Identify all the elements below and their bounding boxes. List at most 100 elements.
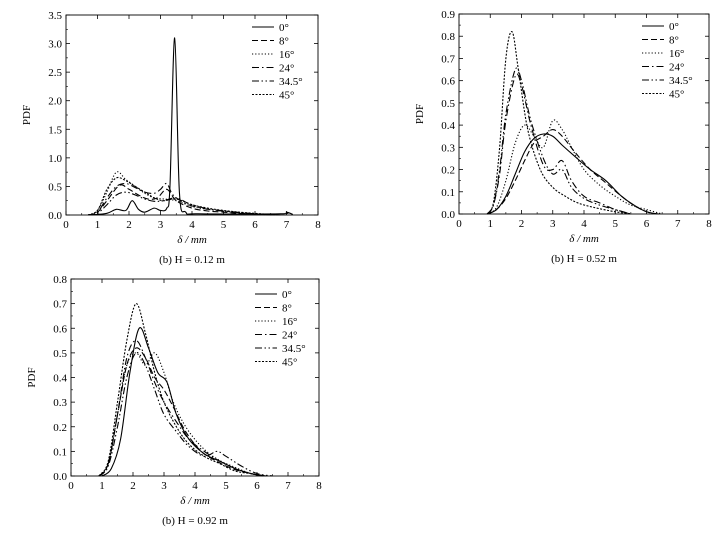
x-tick-label: 1: [99, 480, 105, 492]
y-axis-label: PDF: [21, 105, 33, 125]
chart-panel-3: 0 1 2 3 4 5 6 7 8 0.0 0.1 0.2 0.3 0.4 0.5 0.6 0.7 0.8 δ / …: [26, 274, 322, 527]
y-tick-label: 0.6: [53, 323, 67, 335]
series-line-2: [87, 184, 281, 216]
y-tick-label: 0.9: [441, 9, 455, 21]
legend-label: 45°: [282, 357, 297, 369]
panel-caption: (b) H = 0.12 m: [159, 254, 225, 266]
x-axis-label: δ / mm: [569, 233, 599, 245]
legend-label: 16°: [279, 49, 294, 61]
y-tick-label: 0.5: [441, 98, 455, 110]
chart-panel-1: 0 1 2 3 4 5 6 7 8 0.0 0.5 1.0 1.5 2.0 2.5 3.0 3.5 δ / mm P…: [21, 10, 321, 266]
legend: 0° 8°16° 24°34.5° 45°: [255, 289, 306, 369]
x-tick-label: 2: [130, 480, 136, 492]
series-line-1: [486, 133, 660, 215]
x-tick-label: 3: [161, 480, 167, 492]
series-line-3: [98, 352, 267, 477]
x-tick-label: 5: [613, 218, 619, 230]
y-tick-label: 0.5: [48, 181, 62, 193]
y-tick-label: 0.8: [441, 31, 455, 43]
y-tick-label: 0.3: [53, 397, 67, 409]
series-line-6: [87, 176, 281, 216]
x-tick-label: 7: [675, 218, 681, 230]
series-line-6: [98, 303, 264, 477]
y-tick-label: 0.2: [53, 422, 67, 434]
series-line-6: [486, 31, 631, 215]
y-tick-label: 0.7: [441, 53, 455, 65]
y-tick-label: 0.1: [441, 187, 455, 199]
series-line-2: [486, 129, 653, 215]
x-tick-label: 7: [285, 480, 291, 492]
x-tick-label: 4: [189, 219, 195, 231]
legend-label: 45°: [669, 89, 684, 101]
x-tick-label: 0: [63, 219, 69, 231]
series-line-5: [486, 67, 632, 215]
legend-label: 16°: [282, 316, 297, 328]
panel-caption: (b) H = 0.92 m: [162, 515, 228, 527]
x-tick-label: 6: [254, 480, 260, 492]
x-tick-label: 5: [221, 219, 227, 231]
y-tick-label: 0.7: [53, 299, 67, 311]
y-axis-label: PDF: [414, 104, 426, 124]
legend-label: 34.5°: [669, 75, 693, 87]
x-tick-label: 4: [192, 480, 198, 492]
y-tick-label: 0.5: [53, 348, 67, 360]
y-tick-label: 3.5: [48, 10, 62, 22]
series-line-4: [98, 340, 267, 477]
y-tick-label: 0.8: [53, 274, 67, 286]
y-tick-label: 0.4: [441, 120, 455, 132]
legend: 0° 8°16° 24°34.5° 45°: [642, 21, 693, 101]
y-tick-label: 0.0: [53, 471, 67, 483]
y-tick-label: 1.5: [48, 124, 62, 136]
x-tick-label: 3: [550, 218, 556, 230]
x-axis-label: δ / mm: [177, 234, 207, 246]
y-tick-label: 0.1: [53, 446, 67, 458]
legend: 0° 8°16° 24°34.5° 45°: [252, 22, 303, 102]
series-line-2: [98, 347, 267, 477]
legend-label: 8°: [279, 36, 289, 48]
legend-label: 16°: [669, 48, 684, 60]
series-line-1: [91, 37, 294, 216]
y-tick-label: 0.0: [48, 210, 62, 222]
legend-label: 8°: [282, 303, 292, 315]
legend-label: 0°: [279, 22, 289, 34]
x-tick-label: 6: [252, 219, 258, 231]
series-line-1: [101, 327, 264, 477]
y-tick-label: 0.3: [441, 142, 455, 154]
x-tick-label: 5: [223, 480, 229, 492]
series-line-3: [486, 119, 663, 215]
x-axis-label: δ / mm: [180, 495, 210, 507]
x-tick-label: 0: [456, 218, 462, 230]
x-tick-label: 2: [519, 218, 525, 230]
chart-panel-2: 0 1 2 3 4 5 6 7 8 0.0 0.1 0.2 0.3 0.4 0.5 0.6 0.7 0.8 0.9 δ…: [414, 9, 712, 265]
legend-label: 0°: [669, 21, 679, 33]
x-tick-label: 4: [581, 218, 587, 230]
y-tick-label: 3.0: [48, 39, 62, 51]
legend-label: 45°: [279, 90, 294, 102]
legend-label: 24°: [282, 330, 297, 342]
x-tick-label: 0: [68, 480, 74, 492]
x-tick-label: 1: [95, 219, 101, 231]
panel-caption: (b) H = 0.52 m: [551, 253, 617, 265]
y-tick-label: 1.0: [48, 153, 62, 165]
y-tick-label: 2.0: [48, 96, 62, 108]
legend-label: 34.5°: [282, 343, 306, 355]
x-tick-label: 6: [644, 218, 650, 230]
y-axis-label: PDF: [26, 367, 38, 387]
y-tick-label: 0.4: [53, 373, 67, 385]
x-tick-label: 8: [706, 218, 712, 230]
x-tick-label: 2: [126, 219, 132, 231]
x-tick-label: 1: [488, 218, 494, 230]
legend-label: 0°: [282, 289, 292, 301]
y-tick-label: 0.0: [441, 209, 455, 221]
legend-label: 24°: [279, 63, 294, 75]
legend-label: 8°: [669, 35, 679, 47]
legend-label: 24°: [669, 62, 684, 74]
series-line-4: [486, 73, 632, 215]
series-line-5: [87, 191, 281, 216]
series-line-5: [98, 352, 273, 477]
legend-label: 34.5°: [279, 76, 303, 88]
x-tick-label: 7: [284, 219, 290, 231]
x-tick-label: 3: [158, 219, 164, 231]
x-tick-label: 8: [315, 219, 321, 231]
